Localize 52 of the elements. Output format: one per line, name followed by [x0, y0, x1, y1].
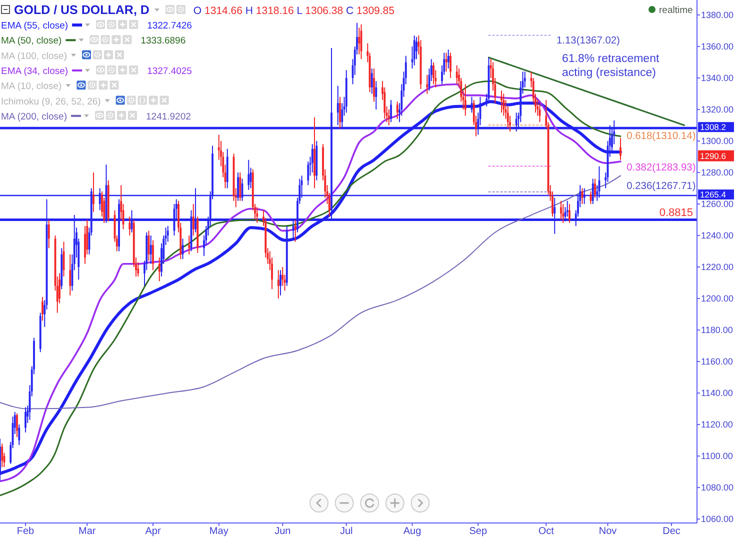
x-tick-label: Nov	[598, 526, 617, 537]
annotation: MA (10, close)	[1, 81, 62, 92]
annotation: 1322.7426	[147, 20, 192, 32]
x-tick-label: Jul	[340, 526, 353, 537]
y-tick-label: 1200.00	[701, 293, 734, 304]
y-tick-label: 1280.00	[701, 167, 734, 178]
y-tick-label: 1340.00	[701, 72, 734, 83]
x-tick-label: Aug	[403, 526, 422, 537]
annotation: 61.8% retracement acting (resistance)	[562, 53, 660, 79]
legend-label: EMA (55, close)	[1, 20, 68, 32]
x-tick-label: May	[209, 526, 228, 537]
annotation: realtime	[659, 5, 693, 16]
y-tick-label: 1380.00	[701, 10, 734, 20]
y-tick-label: 1080.00	[701, 482, 734, 492]
y-tick-label: 1060.00	[701, 514, 734, 524]
x-tick-label: Jun	[274, 526, 291, 537]
annotation: 0.382(1283.93)	[626, 162, 696, 174]
annotation: 1.13(1367.02)	[556, 35, 620, 46]
annotation: Ichimoku (9, 26, 52, 26)	[1, 96, 101, 108]
annotation: 1241.9202	[146, 111, 191, 122]
text: 1290.6	[700, 150, 726, 161]
annotation: 1333.6896	[140, 36, 186, 47]
legend-label: EMA (34, close)	[1, 66, 68, 77]
annotation: 0.8815	[659, 206, 693, 219]
y-tick-label: 1360.00	[701, 41, 734, 52]
annotation: O 1314.66 H 1318.16 L 1306.38 C 1309.85	[193, 5, 395, 17]
annotation: 0.236(1267.71)	[626, 180, 696, 192]
y-tick-label: 1300.00	[701, 136, 734, 146]
x-tick-label: Dec	[662, 526, 680, 537]
y-tick-label: 1240.00	[701, 230, 734, 240]
y-tick-label: 1220.00	[701, 262, 734, 272]
y-tick-label: 1100.00	[701, 450, 733, 461]
line-series	[0, 175, 621, 410]
legend-label: MA (200, close)	[1, 111, 67, 122]
annotation: 1327.4025	[147, 66, 192, 77]
x-tick-label: Feb	[16, 526, 35, 537]
x-tick-label: Mar	[78, 526, 96, 537]
y-tick-label: 1260.00	[701, 198, 734, 209]
x-tick-label: Apr	[145, 526, 162, 537]
legend-label: MA (50, close)	[1, 36, 62, 47]
ref-line-label: 1308.2	[700, 122, 726, 132]
x-tick-label: Oct	[538, 526, 554, 537]
annotation: 0.618(1310.14)	[626, 131, 696, 142]
y-tick-label: 1160.00	[701, 356, 733, 366]
y-tick-label: 1120.00	[701, 419, 733, 430]
annotation: MA (100, close)	[1, 50, 67, 62]
chart-title: GOLD / US DOLLAR, D	[14, 3, 150, 17]
x-tick-label: Sep	[469, 526, 488, 537]
y-tick-label: 1140.00	[701, 388, 733, 398]
ref-line-label: 1265.4	[700, 189, 726, 200]
y-tick-label: 1180.00	[701, 324, 733, 335]
y-tick-label: 1320.00	[701, 104, 734, 114]
